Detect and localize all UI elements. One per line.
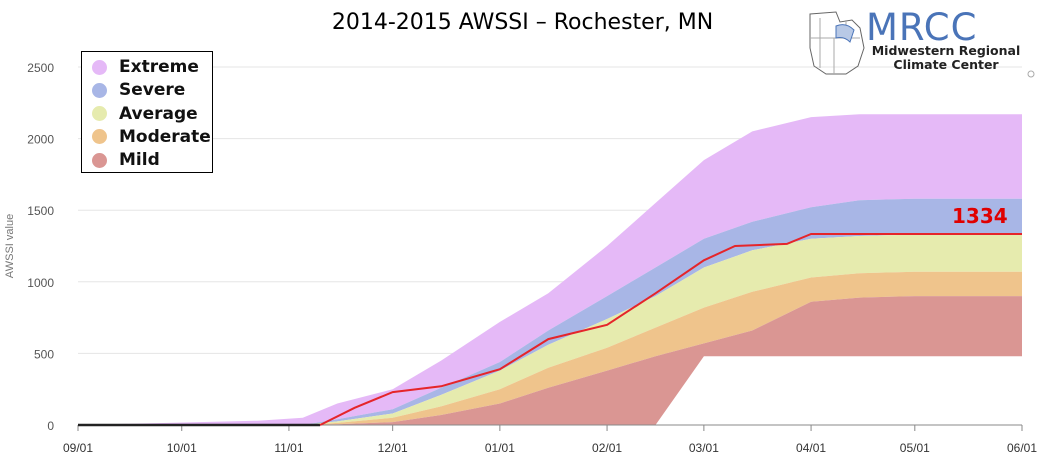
logo-subtitle: Midwestern Regional Climate Center (866, 44, 1026, 72)
legend-swatch-extreme (92, 59, 107, 75)
x-tick-label: 11/01 (274, 441, 303, 455)
legend-label-mild: Mild (119, 150, 160, 171)
legend-item-moderate: Moderate (92, 126, 211, 148)
legend-swatch-mild (92, 152, 107, 168)
x-tick-label: 04/01 (796, 441, 826, 455)
mrcc-logo (809, 11, 865, 75)
y-tick-label: 1000 (27, 276, 54, 290)
x-tick-label: 09/01 (63, 441, 93, 455)
chart-title: 2014-2015 AWSSI – Rochester, MN (331, 10, 714, 35)
x-tick-label: 01/01 (485, 441, 515, 455)
band-average (78, 234, 1022, 425)
legend-swatch-average (92, 106, 107, 122)
legend-label-extreme: Extreme (119, 57, 199, 77)
y-tick-label: 500 (34, 347, 54, 361)
observed-end-value-label: 1334 (952, 204, 1008, 228)
x-tick-label: 06/01 (1007, 441, 1037, 455)
legend-item-severe: Severe (92, 79, 185, 101)
legend-swatch-severe (92, 82, 107, 98)
band-extreme (78, 114, 1022, 426)
x-tick-label: 03/01 (689, 441, 719, 455)
legend-label-average: Average (119, 103, 198, 124)
legend-swatch-moderate (92, 129, 107, 145)
legend-item-average: Average (92, 103, 198, 125)
observed-line (319, 233, 1022, 426)
y-tick-label: 0 (47, 419, 54, 433)
x-tick-label: 02/01 (592, 441, 622, 455)
y-tick-label: 2000 (27, 133, 54, 147)
y-tick-label: 2500 (27, 61, 54, 75)
legend: Extreme Severe Average Moderate Mild (81, 51, 213, 173)
y-axis-label: AWSSI value (4, 214, 16, 278)
x-tick-label: 12/01 (378, 441, 408, 455)
x-tick-label: 10/01 (167, 441, 197, 455)
x-tick-label: 05/01 (900, 441, 930, 455)
band-mild (78, 296, 1022, 425)
band-severe (78, 198, 1022, 425)
y-tick-label: 1500 (27, 204, 54, 218)
edge-marker-icon (1027, 70, 1035, 78)
logo-acronym: MRCC (866, 6, 978, 49)
logo-line2: Climate Center (893, 57, 999, 72)
legend-item-extreme: Extreme (92, 56, 199, 78)
logo-line1: Midwestern Regional (871, 43, 1021, 58)
band-moderate (78, 271, 1022, 425)
legend-label-moderate: Moderate (119, 126, 211, 147)
legend-item-mild: Mild (92, 149, 160, 171)
great-lakes-map-icon (809, 11, 865, 75)
legend-label-severe: Severe (119, 80, 186, 101)
